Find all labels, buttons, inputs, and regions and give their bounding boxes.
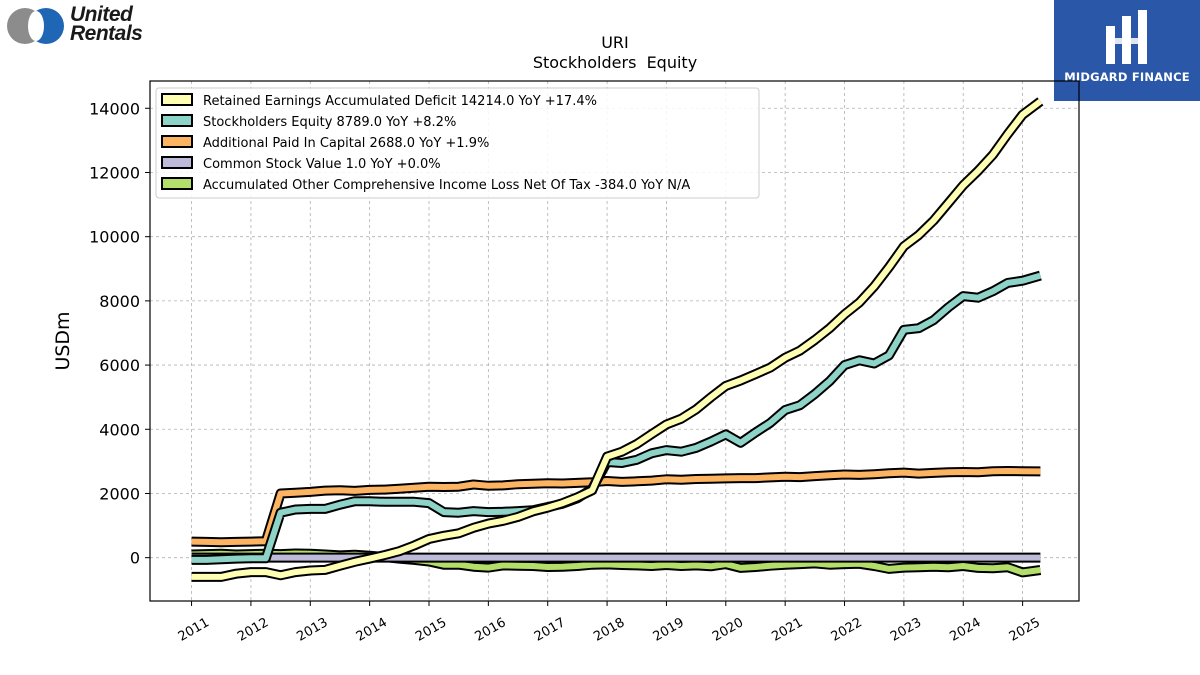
plot-frame	[149, 80, 1080, 602]
x-axis: 2011 2012 2013 2014 2015 2016 2017 2018 2019 2020…	[176, 601, 1043, 645]
united-rentals-mark-icon	[7, 8, 64, 44]
logo-line-1: United	[70, 3, 133, 26]
chart-title: URI	[601, 33, 629, 52]
y-axis: 0 2000 4000 6000 8000 10000 12000 14000	[89, 99, 150, 568]
x-tick-label: 2023	[888, 615, 924, 645]
series-line-0	[191, 97, 1044, 582]
midgard-finance-logo: MIDGARD FINANCE	[1054, 0, 1200, 101]
x-tick-label: 2019	[651, 615, 687, 645]
x-tick-label: 2014	[354, 615, 390, 645]
x-tick-label: 2011	[176, 615, 212, 645]
y-tick-label: 14000	[89, 99, 140, 118]
y-tick-label: 6000	[99, 356, 140, 375]
x-tick-label: 2020	[710, 615, 746, 645]
series-lines	[191, 97, 1044, 582]
series-stroke	[191, 468, 1041, 546]
legend-item: Retained Earnings Accumulated Deficit 14…	[161, 93, 597, 109]
x-tick-label: 2013	[294, 615, 330, 645]
y-axis-label: USDm	[52, 311, 74, 370]
series-stroke	[191, 272, 1042, 563]
series-line-1	[191, 270, 1042, 565]
x-tick-label: 2012	[235, 615, 271, 645]
x-tick-label: 2024	[947, 615, 983, 645]
legend-swatch	[161, 114, 193, 127]
series-outline	[191, 270, 1042, 565]
x-tick-label: 2018	[591, 615, 627, 645]
series-line-2	[191, 466, 1041, 548]
legend-label: Stockholders Equity 8789.0 YoY +8.2%	[203, 115, 456, 130]
legend-item: Stockholders Equity 8789.0 YoY +8.2%	[161, 114, 456, 130]
legend-swatch	[161, 156, 193, 169]
y-tick-label: 8000	[99, 292, 140, 311]
y-tick-label: 0	[130, 549, 140, 568]
legend-item: Additional Paid In Capital 2688.0 YoY +1…	[161, 135, 489, 151]
x-tick-label: 2015	[413, 615, 449, 645]
y-tick-label: 2000	[99, 484, 140, 503]
chart-subtitle: Stockholders Equity	[533, 53, 697, 72]
y-tick-label: 12000	[89, 163, 140, 182]
legend: Retained Earnings Accumulated Deficit 14…	[155, 87, 760, 199]
x-tick-label: 2016	[473, 615, 509, 645]
y-tick-label: 4000	[99, 420, 140, 439]
legend-label: Common Stock Value 1.0 YoY +0.0%	[203, 157, 441, 172]
midgard-finance-wordmark: MIDGARD FINANCE	[1064, 70, 1190, 84]
legend-swatch	[161, 93, 193, 106]
legend-box	[155, 87, 760, 199]
united-rentals-logo: United Rentals	[6, 4, 166, 50]
legend-label: Accumulated Other Comprehensive Income L…	[203, 178, 690, 193]
legend-item: Accumulated Other Comprehensive Income L…	[161, 177, 690, 193]
legend-swatch	[161, 135, 193, 148]
united-rentals-wordmark: United Rentals	[70, 3, 143, 45]
x-tick-label: 2022	[829, 615, 865, 645]
legend-label: Additional Paid In Capital 2688.0 YoY +1…	[203, 136, 489, 151]
legend-label: Retained Earnings Accumulated Deficit 14…	[203, 94, 597, 109]
y-tick-label: 10000	[89, 228, 140, 247]
series-stroke	[191, 98, 1043, 580]
midgard-mark-icon	[1106, 10, 1147, 64]
x-tick-label: 2021	[769, 615, 805, 645]
x-tick-label: 2025	[1007, 615, 1043, 645]
legend-swatch	[161, 177, 193, 190]
x-tick-label: 2017	[532, 615, 568, 645]
logo-line-2: Rentals	[70, 22, 143, 45]
legend-item: Common Stock Value 1.0 YoY +0.0%	[161, 156, 441, 172]
